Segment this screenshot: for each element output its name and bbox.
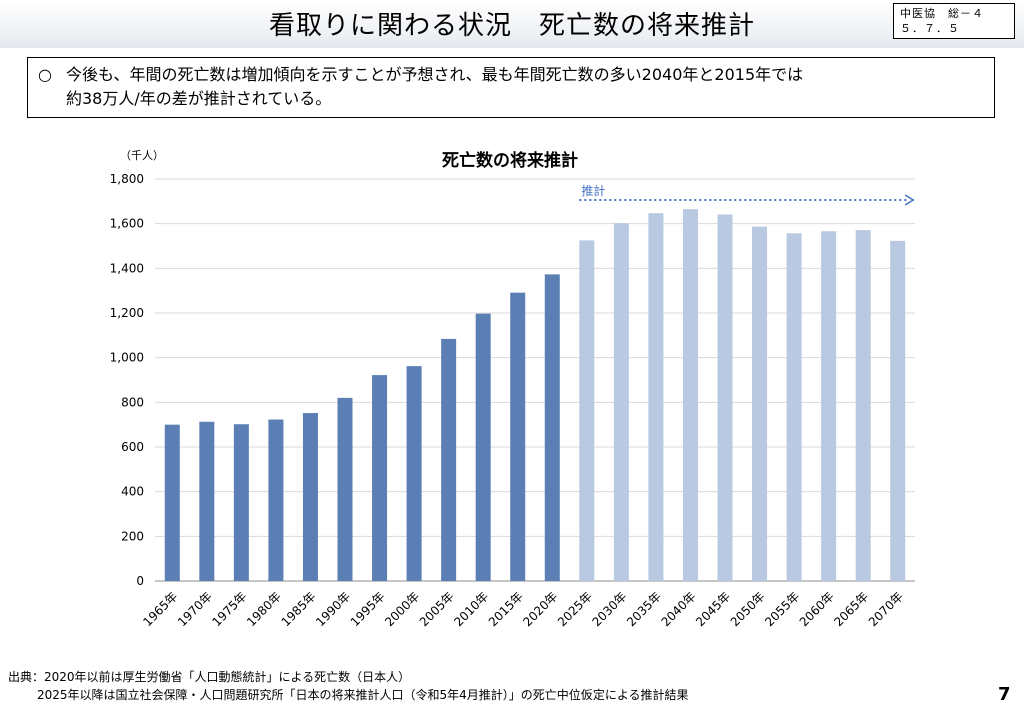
bar-projected xyxy=(682,209,698,581)
x-tick-label: 1975年 xyxy=(210,589,250,629)
summary-bullet: ○ xyxy=(38,65,52,84)
bar-actual xyxy=(268,419,284,581)
y-tick-label: 0 xyxy=(136,574,144,588)
y-tick-label: 1,800 xyxy=(110,172,144,186)
x-tick-label: 2065年 xyxy=(831,589,871,629)
source-line1: 出典：2020年以前は厚生労働省「人口動態統計」による死亡数（日本人） xyxy=(8,670,411,684)
summary-line2: 約38万人/年の差が推計されている。 xyxy=(66,89,332,108)
meeting-ref-line2: ５．７．５ xyxy=(900,22,960,35)
x-tick-label: 2015年 xyxy=(486,589,526,629)
x-tick-label: 2010年 xyxy=(451,589,491,629)
y-tick-label: 1,000 xyxy=(110,351,144,365)
bar-actual xyxy=(544,274,560,581)
x-tick-label: 2035年 xyxy=(624,589,664,629)
y-tick-label: 1,600 xyxy=(110,217,144,231)
bar-actual xyxy=(441,338,457,581)
header-band xyxy=(0,0,1024,48)
x-tick-label: 2070年 xyxy=(866,589,906,629)
bar-projected xyxy=(717,214,733,581)
bar-projected xyxy=(855,230,871,581)
bar-actual xyxy=(199,421,215,581)
x-tick-label: 2040年 xyxy=(659,589,699,629)
y-tick-label: 1,400 xyxy=(110,261,144,275)
bar-projected xyxy=(890,240,906,581)
death-projection-chart: 死亡数の将来推計 （千人） 0 200 400 600 800 1,000 1,200 1,4… xyxy=(110,149,915,629)
meeting-reference-box: 中医協 総－４ ５．７．５ xyxy=(893,3,1015,39)
page-title: 看取りに関わる状況 死亡数の将来推計 xyxy=(268,11,755,41)
x-tick-label: 1985年 xyxy=(279,589,319,629)
summary-line1: 今後も、年間の死亡数は増加傾向を示すことが予想され、最も年間死亡数の多い2040… xyxy=(66,65,804,84)
x-tick-label: 2050年 xyxy=(728,589,768,629)
x-tick-label: 2025年 xyxy=(555,589,595,629)
x-tick-label: 2060年 xyxy=(797,589,837,629)
y-tick-label: 1,200 xyxy=(110,306,144,320)
x-tick-label: 2020年 xyxy=(520,589,560,629)
x-tick-label: 1970年 xyxy=(175,589,215,629)
meeting-ref-line1: 中医協 総－４ xyxy=(900,7,984,20)
bar-projected xyxy=(579,240,595,581)
chart-title: 死亡数の将来推計 xyxy=(442,150,578,171)
bar-actual xyxy=(475,313,491,581)
y-axis-unit-label: （千人） xyxy=(120,149,164,162)
page-number: 7 xyxy=(998,684,1011,705)
bar-actual xyxy=(406,366,422,581)
projection-arrow-head-icon xyxy=(904,194,915,206)
bar-projected xyxy=(613,223,629,581)
bar-actual xyxy=(233,424,249,581)
bar-actual xyxy=(510,292,526,581)
bar-projected xyxy=(786,233,802,581)
bar-projected xyxy=(752,226,768,581)
x-tick-label: 1980年 xyxy=(244,589,284,629)
y-tick-label: 600 xyxy=(121,440,144,454)
bar-projected xyxy=(821,231,837,581)
bar-actual xyxy=(337,397,353,581)
x-tick-label: 1990年 xyxy=(313,589,353,629)
source-line2: 2025年以降は国立社会保障・人口問題研究所「日本の将来推計人口（令和5年4月推… xyxy=(37,688,689,702)
bar-actual xyxy=(164,424,180,581)
x-tick-label: 2005年 xyxy=(417,589,457,629)
projection-label: 推計 xyxy=(581,183,605,198)
x-tick-label: 1965年 xyxy=(140,589,180,629)
summary-box: ○ 今後も、年間の死亡数は増加傾向を示すことが予想され、最も年間死亡数の多い204… xyxy=(27,57,995,118)
x-tick-label: 2055年 xyxy=(762,589,802,629)
bar-projected xyxy=(648,213,664,582)
x-tick-label: 2030年 xyxy=(590,589,630,629)
x-tick-label: 2045年 xyxy=(693,589,733,629)
x-tick-label: 2000年 xyxy=(382,589,422,629)
source-note: 出典：2020年以前は厚生労働省「人口動態統計」による死亡数（日本人） 2025… xyxy=(8,668,688,704)
x-tick-label: 1995年 xyxy=(348,589,388,629)
bar-actual xyxy=(302,413,318,581)
y-tick-label: 400 xyxy=(121,485,144,499)
bar-actual xyxy=(372,375,388,581)
y-tick-label: 200 xyxy=(121,529,144,543)
y-tick-label: 800 xyxy=(121,395,144,409)
